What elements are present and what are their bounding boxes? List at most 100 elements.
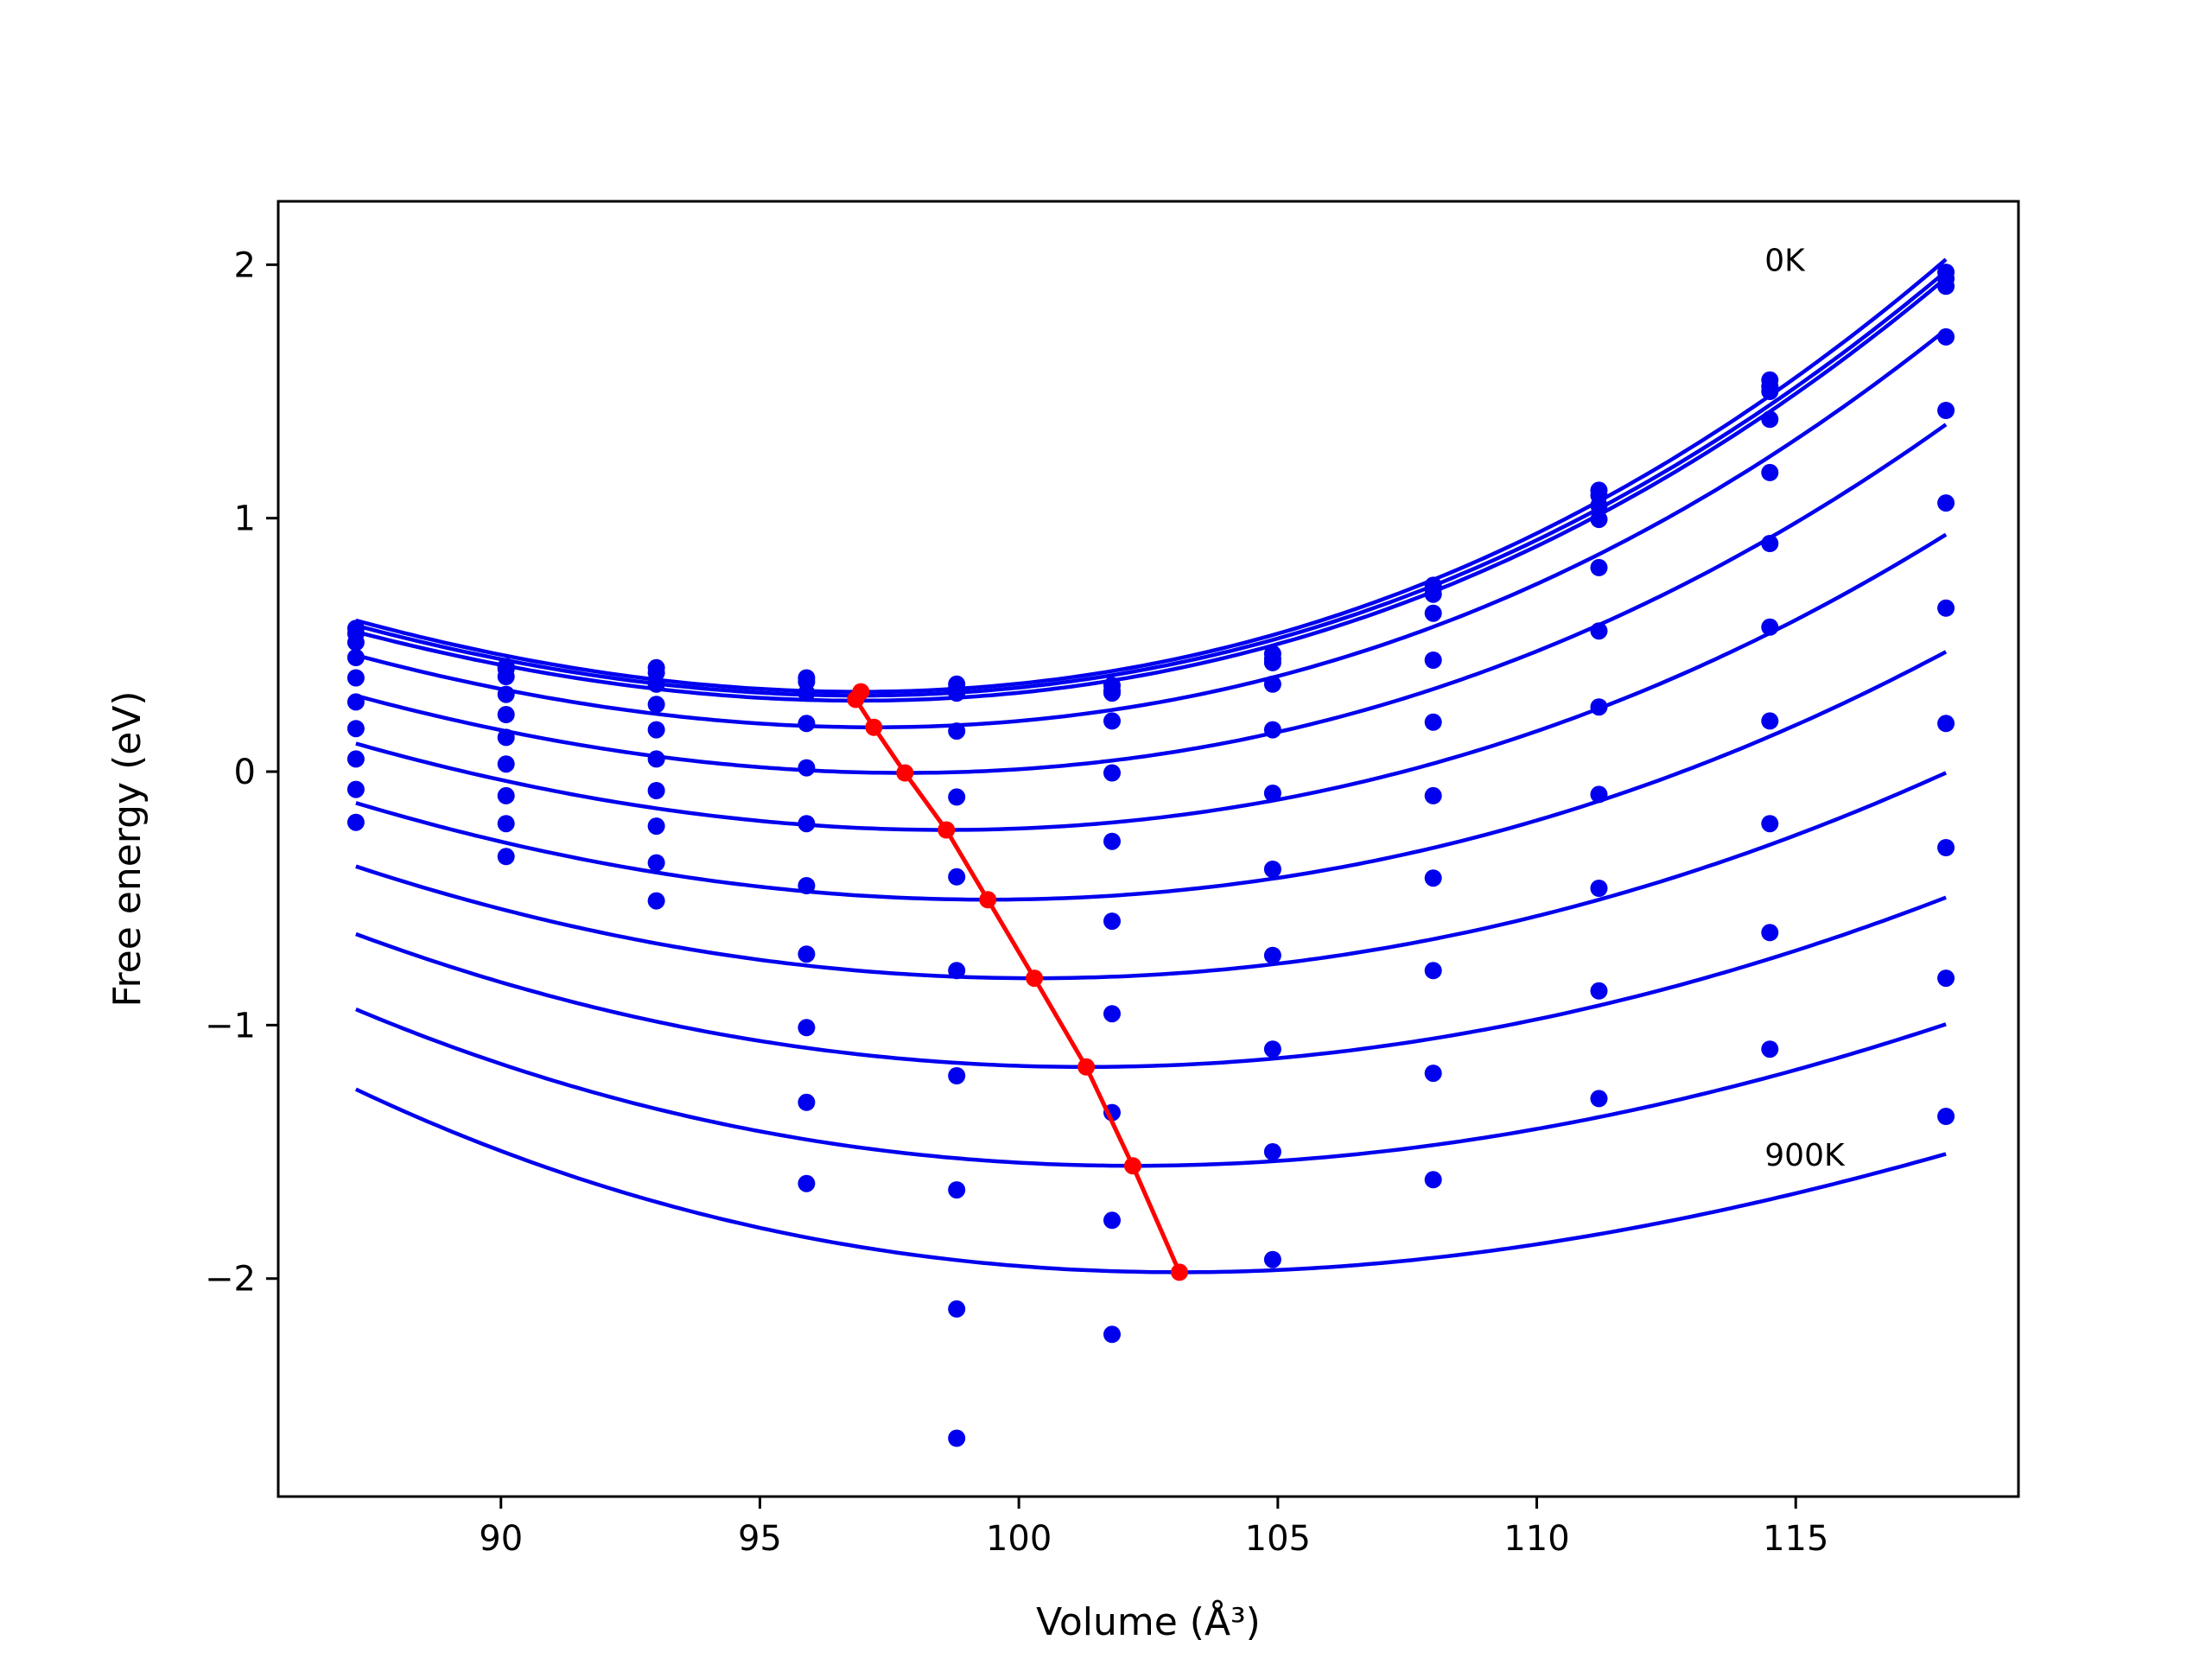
temperature-annotation: 0K bbox=[1764, 243, 1806, 278]
data-point-600K bbox=[798, 877, 816, 894]
fit-curve-500K bbox=[355, 532, 1948, 832]
fit-curve-0K bbox=[355, 257, 1948, 694]
minimum-point bbox=[979, 891, 997, 909]
data-point-600K bbox=[346, 720, 365, 738]
data-point-300K bbox=[798, 715, 816, 733]
plot-area bbox=[346, 257, 1955, 1447]
x-axis-label: Volume (Å³) bbox=[1036, 1599, 1261, 1644]
data-point-500K bbox=[948, 868, 966, 886]
data-point-600K bbox=[1590, 698, 1608, 716]
minimum-point bbox=[1077, 1058, 1096, 1076]
data-point-300K bbox=[346, 649, 365, 666]
y-tick-label: −2 bbox=[205, 1260, 256, 1300]
data-point-200K bbox=[1424, 585, 1442, 603]
data-point-200K bbox=[798, 684, 816, 702]
data-point-900K bbox=[1424, 1171, 1442, 1189]
fit-curve-400K bbox=[355, 423, 1948, 775]
data-point-500K bbox=[1263, 785, 1281, 802]
data-point-850K bbox=[1263, 1143, 1281, 1160]
data-point-400K bbox=[1761, 463, 1779, 481]
fit-curve-850K bbox=[355, 1007, 1947, 1168]
data-point-800K bbox=[798, 1019, 816, 1037]
data-point-850K bbox=[1761, 924, 1779, 942]
data-point-600K bbox=[497, 755, 515, 773]
data-point-600K bbox=[1937, 599, 1955, 617]
data-point-700K bbox=[1103, 1005, 1121, 1023]
data-point-900K bbox=[1590, 1090, 1608, 1108]
data-point-300K bbox=[1103, 712, 1121, 730]
data-point-700K bbox=[1937, 715, 1955, 733]
data-point-700K bbox=[1590, 785, 1608, 804]
data-point-400K bbox=[948, 788, 966, 806]
data-point-400K bbox=[647, 721, 665, 739]
data-point-200K bbox=[1937, 277, 1955, 296]
data-point-850K bbox=[1590, 982, 1608, 1000]
data-point-200K bbox=[647, 675, 665, 693]
data-point-800K bbox=[1761, 815, 1779, 833]
axes-frame bbox=[276, 200, 2020, 1498]
data-point-800K bbox=[647, 854, 665, 872]
data-point-500K bbox=[1424, 713, 1442, 731]
data-point-900K bbox=[1263, 1250, 1281, 1268]
minimum-point bbox=[938, 821, 956, 839]
minimum-point bbox=[865, 718, 883, 736]
y-tick-label: 0 bbox=[234, 753, 256, 792]
minimum-point bbox=[1171, 1263, 1188, 1281]
data-point-300K bbox=[1937, 327, 1955, 346]
data-point-800K bbox=[1937, 839, 1955, 856]
data-point-600K bbox=[1424, 786, 1442, 804]
fit-curve-800K bbox=[355, 895, 1947, 1070]
data-point-200K bbox=[1590, 497, 1608, 514]
data-point-850K bbox=[647, 892, 665, 910]
data-point-200K bbox=[1263, 653, 1281, 671]
data-point-850K bbox=[497, 848, 515, 866]
y-axis-ticks: −2 −1 0 1 2 bbox=[205, 245, 278, 1300]
data-point-200K bbox=[1761, 383, 1779, 400]
x-axis-ticks: 90 95 100 105 110 115 bbox=[479, 1497, 1828, 1559]
data-point-300K bbox=[647, 696, 665, 714]
data-point-400K bbox=[1103, 764, 1121, 782]
data-point-900K bbox=[948, 1429, 966, 1447]
data-point-200K bbox=[497, 668, 515, 685]
data-point-900K bbox=[1103, 1325, 1121, 1344]
fit-curve-700K bbox=[355, 771, 1948, 981]
minimum-point bbox=[896, 764, 914, 782]
data-point-850K bbox=[948, 1300, 966, 1318]
data-point-400K bbox=[1937, 402, 1955, 419]
data-point-400K bbox=[346, 669, 365, 687]
data-point-800K bbox=[948, 1181, 966, 1199]
fit-curve-600K bbox=[355, 650, 1948, 902]
data-point-700K bbox=[1761, 712, 1779, 730]
y-tick-label: −1 bbox=[205, 1006, 256, 1046]
data-point-300K bbox=[948, 722, 966, 741]
minimum-point bbox=[847, 690, 865, 709]
data-point-800K bbox=[346, 780, 365, 798]
data-point-500K bbox=[1590, 622, 1608, 640]
data-point-500K bbox=[1937, 494, 1955, 512]
data-point-300K bbox=[497, 685, 515, 703]
fit-curve-300K bbox=[355, 327, 1948, 729]
data-point-200K bbox=[948, 684, 966, 702]
data-point-800K bbox=[1590, 880, 1608, 897]
data-point-700K bbox=[1263, 946, 1281, 964]
data-point-850K bbox=[1424, 1065, 1442, 1083]
x-tick-label: 105 bbox=[1245, 1519, 1311, 1559]
y-tick-label: 2 bbox=[234, 245, 256, 285]
data-point-500K bbox=[1761, 535, 1779, 552]
annotations: 0K 900K bbox=[1764, 243, 1846, 1173]
fit-curve-200K bbox=[355, 276, 1948, 703]
data-point-200K bbox=[1103, 684, 1121, 702]
data-point-400K bbox=[497, 706, 515, 723]
x-tick-label: 110 bbox=[1503, 1519, 1569, 1559]
data-point-700K bbox=[1424, 869, 1442, 887]
data-point-600K bbox=[1103, 912, 1121, 931]
data-point-700K bbox=[346, 750, 365, 768]
data-point-800K bbox=[1263, 1040, 1281, 1058]
data-point-800K bbox=[497, 815, 515, 833]
data-point-850K bbox=[798, 1093, 816, 1111]
data-point-300K bbox=[1424, 604, 1442, 622]
data-point-700K bbox=[497, 786, 515, 804]
data-point-400K bbox=[1590, 558, 1608, 576]
